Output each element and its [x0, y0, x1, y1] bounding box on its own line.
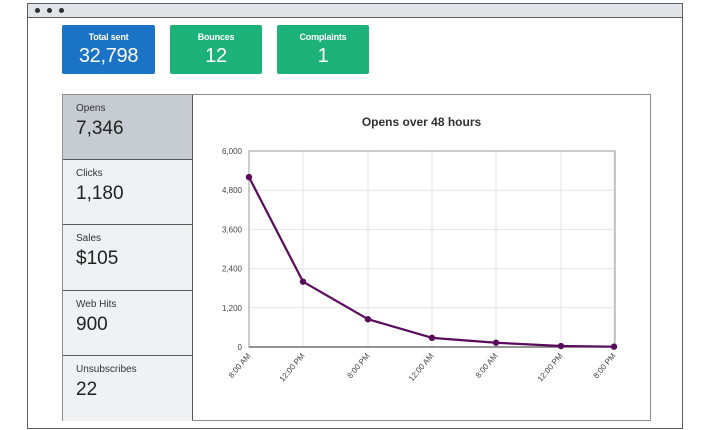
- window-dot-icon[interactable]: [47, 8, 52, 13]
- tile-label: Complaints: [299, 32, 347, 42]
- x-tick-label: 8:00 PM: [345, 351, 371, 380]
- y-tick-label: 3,600: [222, 225, 243, 234]
- window-dot-icon[interactable]: [59, 8, 64, 13]
- sidebar-item-unsubscribes[interactable]: Unsubscribes 22: [63, 356, 192, 421]
- y-tick-label: 0: [238, 343, 243, 352]
- tile-value: 1: [317, 45, 329, 67]
- x-tick-label: 8:00 AM: [474, 351, 500, 380]
- x-tick-label: 8:00 AM: [227, 351, 253, 380]
- sidebar-item-clicks[interactable]: Clicks 1,180: [63, 160, 192, 225]
- metric-label: Clicks: [76, 168, 103, 179]
- metric-value: 22: [76, 379, 98, 400]
- y-tick-label: 4,800: [222, 186, 243, 195]
- browser-window: Total sent 32,798 Bounces 12 Complaints …: [27, 3, 683, 429]
- metrics-sidebar: Opens 7,346 Clicks 1,180 Sales $105 Web …: [63, 95, 193, 421]
- data-point[interactable]: [428, 334, 436, 342]
- sidebar-item-opens[interactable]: Opens 7,346: [63, 95, 192, 160]
- y-tick-label: 1,200: [222, 304, 243, 313]
- metric-value: 7,346: [76, 118, 124, 139]
- data-point[interactable]: [557, 342, 565, 350]
- data-point[interactable]: [364, 316, 372, 323]
- complaints-tile[interactable]: Complaints 1: [277, 25, 369, 74]
- metric-label: Opens: [76, 103, 106, 114]
- window-dot-icon[interactable]: [35, 8, 40, 13]
- window-titlebar: [28, 4, 682, 18]
- bounces-tile[interactable]: Bounces 12: [170, 25, 262, 74]
- sidebar-item-web-hits[interactable]: Web Hits 900: [63, 291, 192, 356]
- metric-label: Unsubscribes: [76, 364, 137, 375]
- tile-label: Total sent: [88, 32, 129, 42]
- data-point[interactable]: [610, 343, 618, 350]
- metric-value: 1,180: [76, 183, 124, 204]
- metric-label: Web Hits: [76, 299, 117, 310]
- metric-value: $105: [76, 248, 119, 269]
- x-tick-label: 12:00 PM: [278, 351, 307, 383]
- tile-value: 12: [205, 45, 227, 67]
- chart-area: Opens over 48 hours 0 1,200 2,400 3,600 4,80…: [193, 95, 650, 420]
- opens-line-chart: 0 1,200 2,400 3,600 4,800 6,000 8:00 AM 12:00 P…: [222, 147, 618, 384]
- data-point[interactable]: [492, 339, 500, 346]
- y-tick-label: 6,000: [222, 147, 243, 156]
- x-tick-label: 12:00 PM: [536, 351, 565, 383]
- tile-value: 32,798: [78, 45, 139, 67]
- x-tick-label: 12:00 AM: [407, 351, 436, 383]
- total-sent-tile[interactable]: Total sent 32,798: [62, 25, 155, 74]
- sidebar-item-sales[interactable]: Sales $105: [63, 225, 192, 291]
- y-tick-label: 2,400: [222, 265, 243, 274]
- data-point[interactable]: [299, 278, 307, 285]
- chart-title: Opens over 48 hours: [361, 115, 482, 129]
- metrics-panel: Opens 7,346 Clicks 1,180 Sales $105 Web …: [62, 94, 651, 421]
- metric-value: 900: [76, 314, 108, 335]
- metric-label: Sales: [76, 233, 102, 244]
- x-tick-label: 8:00 PM: [591, 351, 617, 380]
- data-point[interactable]: [245, 173, 253, 181]
- tile-label: Bounces: [197, 32, 235, 42]
